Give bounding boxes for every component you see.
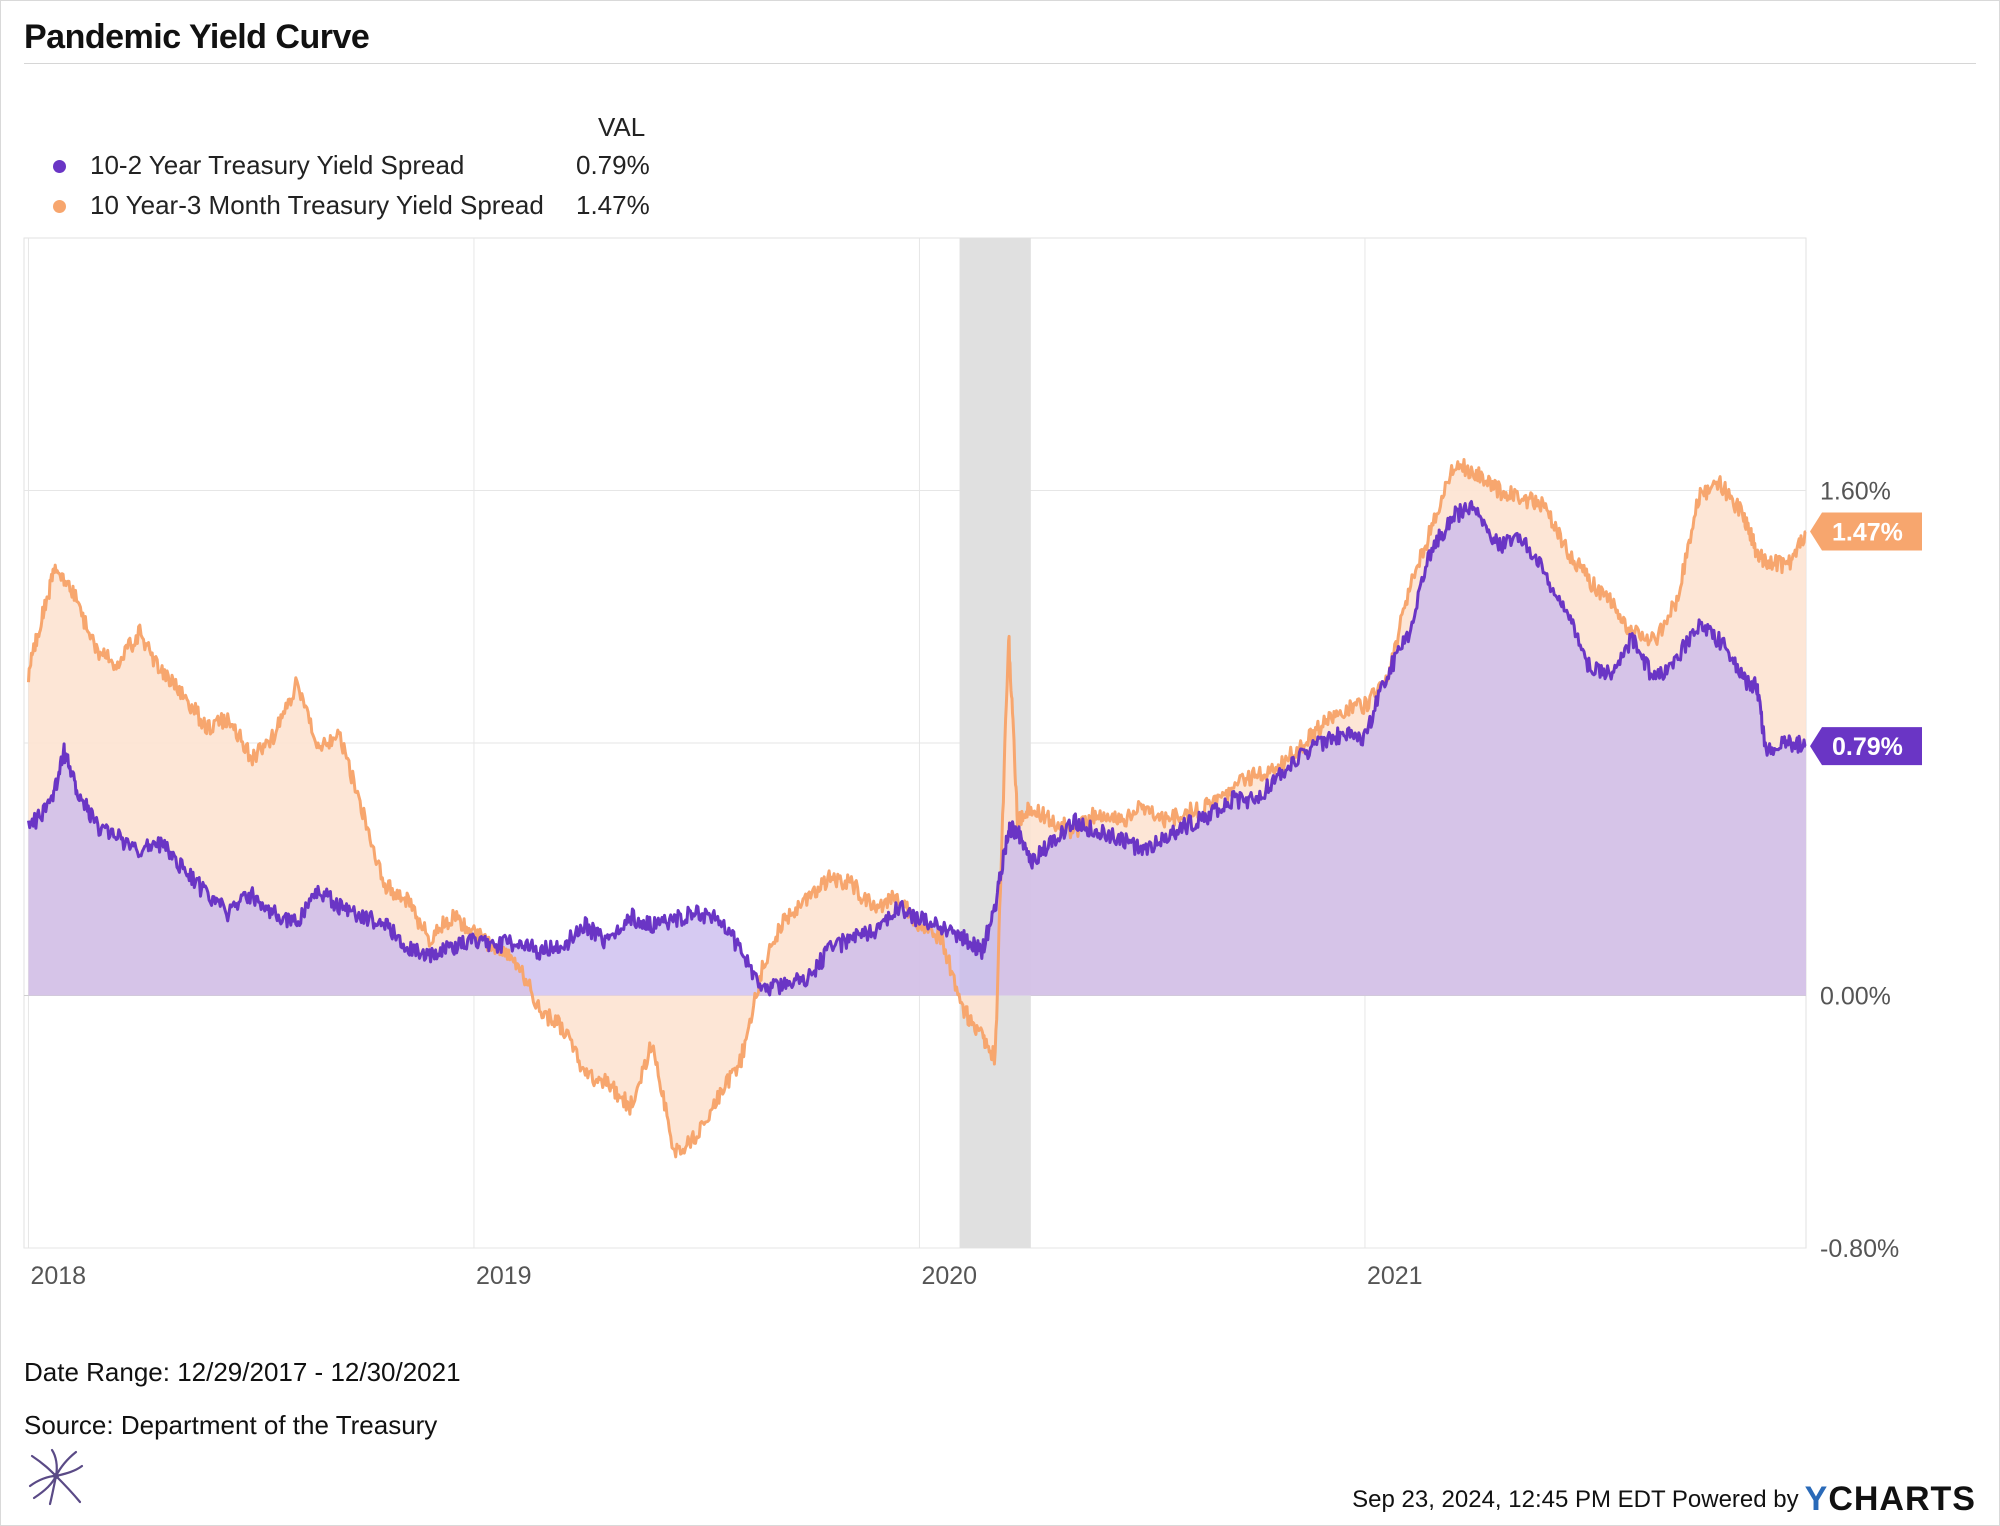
title-divider: [24, 63, 1976, 64]
legend-value: 0.79%: [576, 150, 650, 180]
end-value-label: 0.79%: [1832, 733, 1903, 761]
end-value-flag: [1810, 727, 1922, 766]
series-area-0: [28, 501, 1806, 996]
powered-by: Sep 23, 2024, 12:45 PM EDT Powered by YCH…: [1352, 1480, 1976, 1519]
legend-dot-icon: [53, 200, 66, 213]
data-source: Source: Department of the Treasury: [24, 1410, 438, 1440]
x-tick-label: 2018: [30, 1262, 86, 1290]
end-value-label: 1.47%: [1832, 519, 1903, 547]
date-range: Date Range: 12/29/2017 - 12/30/2021: [24, 1357, 461, 1387]
series-line-0: [27, 500, 1807, 997]
x-tick-label: 2021: [1367, 1262, 1423, 1290]
legend-dot-icon: [53, 160, 66, 173]
y-tick-label: -0.80%: [1820, 1235, 1899, 1263]
y-tick-label: 1.60%: [1820, 478, 1891, 506]
y-tick-label: 0.00%: [1820, 983, 1891, 1011]
legend-value: 1.47%: [576, 190, 650, 220]
author-logo-icon: [28, 1448, 84, 1506]
chart-title: Pandemic Yield Curve: [24, 18, 370, 56]
end-value-flag: [1810, 512, 1922, 551]
legend-label: 10 Year-3 Month Treasury Yield Spread: [90, 190, 544, 220]
ycharts-logo[interactable]: YCHARTS: [1804, 1480, 1976, 1518]
x-tick-label: 2020: [921, 1262, 977, 1290]
x-tick-label: 2019: [476, 1262, 532, 1290]
legend-value-header: VAL: [598, 112, 646, 142]
timestamp: Sep 23, 2024, 12:45 PM EDT Powered by: [1352, 1486, 1799, 1513]
legend-label: 10-2 Year Treasury Yield Spread: [90, 150, 465, 180]
recession-shading: [959, 238, 1031, 1248]
